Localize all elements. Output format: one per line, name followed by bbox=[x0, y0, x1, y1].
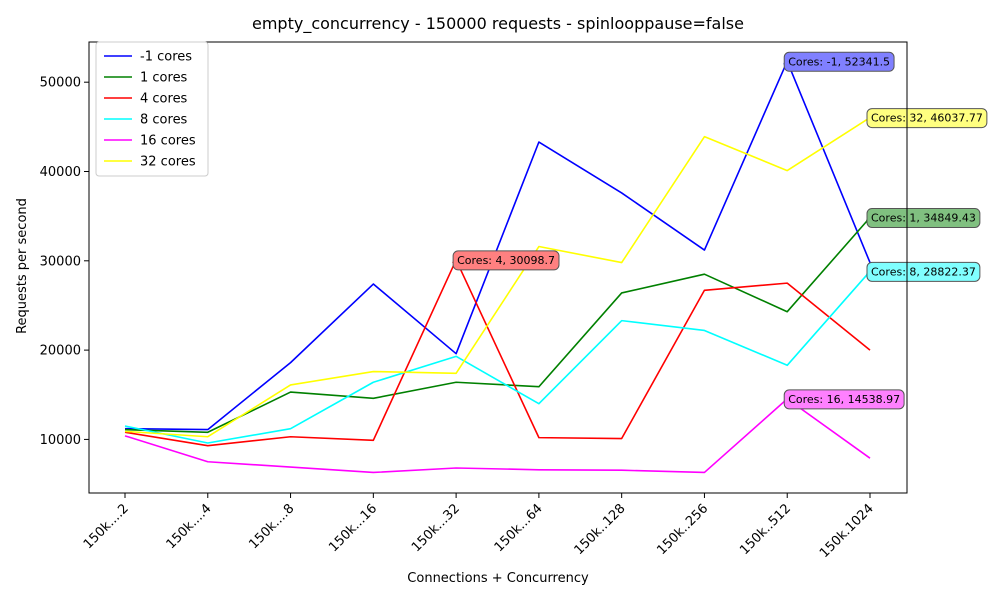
annotation-text-0: Cores: -1, 52341.5 bbox=[788, 55, 890, 68]
chart-title: empty_concurrency - 150000 requests - sp… bbox=[252, 14, 744, 34]
y-tick-label-4: 50000 bbox=[40, 76, 81, 91]
y-tick-label-3: 40000 bbox=[40, 165, 81, 180]
annotation-text-2: Cores: 1, 34849.43 bbox=[871, 211, 976, 224]
x-tick-label-4: 150k...32 bbox=[409, 501, 463, 555]
series-line-3 bbox=[124, 270, 871, 444]
x-tick-label-6: 150k..128 bbox=[572, 501, 629, 558]
x-tick-label-2: 150k....8 bbox=[246, 501, 297, 552]
annotation-5: Cores: 16, 14538.97 bbox=[783, 389, 905, 410]
legend-label-3: 8 cores bbox=[140, 113, 188, 128]
legend: -1 cores 1 cores 4 cores 8 cores 16 cores 32 … bbox=[95, 41, 209, 177]
x-tick-label-8: 150k..512 bbox=[737, 501, 794, 558]
x-tick-label-0: 150k....2 bbox=[81, 501, 132, 552]
legend-label-0: -1 cores bbox=[140, 50, 192, 65]
legend-label-5: 32 cores bbox=[140, 155, 196, 170]
annotation-box-2 bbox=[866, 207, 981, 228]
annotation-text-5: Cores: 16, 14538.97 bbox=[788, 393, 900, 406]
annotation-box-1 bbox=[866, 108, 988, 129]
annotation-4: Cores: 8, 28822.37 bbox=[866, 261, 981, 282]
legend-label-1: 1 cores bbox=[140, 71, 188, 86]
legend-label-2: 4 cores bbox=[140, 92, 188, 107]
series-line-5 bbox=[124, 116, 871, 438]
series-line-4 bbox=[124, 398, 871, 474]
legend-box bbox=[95, 41, 209, 177]
y-tick-label-0: 10000 bbox=[40, 433, 81, 448]
annotation-box-4 bbox=[866, 261, 981, 282]
annotation-text-4: Cores: 8, 28822.37 bbox=[871, 265, 976, 278]
series-line-2 bbox=[124, 259, 871, 447]
x-tick-label-3: 150k...16 bbox=[326, 501, 380, 555]
x-tick-label-5: 150k...64 bbox=[492, 501, 546, 555]
x-tick-label-7: 150k..256 bbox=[654, 501, 711, 558]
y-tick-label-2: 30000 bbox=[40, 254, 81, 269]
y-axis-label: Requests per second bbox=[15, 198, 30, 334]
annotation-text-1: Cores: 32, 46037.77 bbox=[871, 112, 983, 125]
series-line-0 bbox=[124, 60, 871, 431]
annotation-3: Cores: 4, 30098.7 bbox=[452, 250, 560, 271]
plot-frame bbox=[88, 41, 908, 494]
annotation-text-3: Cores: 4, 30098.7 bbox=[457, 254, 555, 267]
legend-label-4: 16 cores bbox=[140, 134, 196, 149]
annotation-1: Cores: 32, 46037.77 bbox=[866, 108, 988, 129]
annotation-box-5 bbox=[783, 389, 905, 410]
annotation-0: Cores: -1, 52341.5 bbox=[783, 51, 895, 72]
x-tick-label-9: 150k.1024 bbox=[817, 501, 877, 561]
series-line-1 bbox=[124, 216, 871, 434]
x-tick-label-1: 150k....4 bbox=[164, 501, 215, 552]
annotation-box-3 bbox=[452, 250, 560, 271]
annotation-2: Cores: 1, 34849.43 bbox=[866, 207, 981, 228]
x-axis-label: Connections + Concurrency bbox=[407, 571, 589, 586]
annotation-box-0 bbox=[783, 51, 895, 72]
y-tick-label-1: 20000 bbox=[40, 344, 81, 359]
